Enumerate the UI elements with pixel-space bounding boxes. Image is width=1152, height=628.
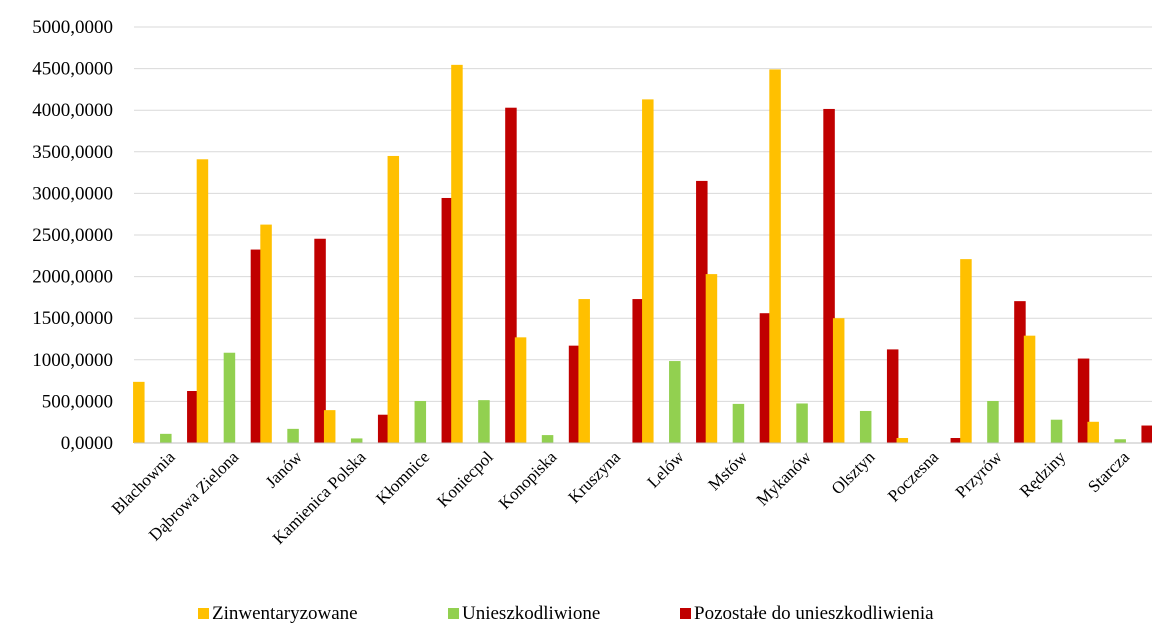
bar-unieszkodliwione (987, 400, 999, 443)
x-tick-label: Starcza (1084, 447, 1133, 496)
bar-zinwentaryzowane (196, 159, 209, 443)
bar-zinwentaryzowane (769, 69, 781, 443)
bar-pozostale (886, 349, 899, 443)
x-tick-label: Mykanów (753, 447, 816, 510)
bar-unieszkodliwione (732, 403, 745, 443)
legend: Zinwentaryzowane Unieszkodliwione Pozostał… (198, 603, 934, 624)
bar-pozostale (696, 180, 708, 444)
bar-zinwentaryzowane (960, 259, 972, 443)
y-tick-label: 0,0000 (61, 433, 113, 454)
bar-zinwentaryzowane (1023, 335, 1036, 443)
x-tick-label: Janów (262, 447, 307, 492)
y-tick-label: 500,0000 (42, 391, 113, 412)
y-tick-label: 5000,0000 (32, 17, 113, 38)
bar-pozostale (1014, 301, 1026, 443)
bar-pozostale (250, 249, 263, 443)
x-tick-label: Rędziny (1016, 447, 1070, 501)
bar-zinwentaryzowane (323, 410, 336, 443)
bar-zinwentaryzowane (832, 318, 845, 443)
y-tick-label: 3500,0000 (32, 142, 113, 163)
bar-pozostale (632, 299, 644, 443)
bar-zinwentaryzowane (387, 155, 400, 443)
bar-zinwentaryzowane (260, 224, 272, 443)
bar-pozostale (1141, 425, 1152, 443)
x-tick-label: Mstów (704, 447, 751, 494)
y-tick-label: 2000,0000 (32, 267, 113, 288)
y-tick-label: 4000,0000 (32, 100, 113, 121)
bar-unieszkodliwione (287, 428, 299, 443)
bar-zinwentaryzowane (1087, 421, 1099, 443)
bar-unieszkodliwione (1050, 419, 1063, 443)
bar-zinwentaryzowane (705, 274, 718, 443)
x-tick-label: Przyrów (952, 447, 1007, 502)
y-axis-ticks: 0,0000 500,0000 1000,0000 1500,0000 2000,000… (32, 17, 113, 454)
x-tick-label: Koniecpol (433, 447, 497, 511)
bar-zinwentaryzowane (451, 64, 463, 443)
bar-unieszkodliwione (160, 433, 172, 443)
bar-pozostale (823, 108, 835, 444)
bar-unieszkodliwione (478, 400, 490, 443)
x-tick-label: Kłomnice (372, 447, 433, 508)
legend-item: Unieszkodliwione (448, 603, 600, 624)
bar-pozostale (187, 391, 199, 443)
y-tick-label: 1500,0000 (32, 308, 113, 329)
bar-unieszkodliwione (1114, 439, 1126, 443)
legend-label: Pozostałe do unieszkodliwienia (694, 603, 934, 624)
bar-unieszkodliwione (796, 403, 808, 443)
bar-pozostale (759, 313, 772, 443)
bar-pozostale (1077, 358, 1090, 443)
bar-pozostale (505, 107, 517, 443)
bar-pozostale (568, 345, 581, 443)
legend-item: Pozostałe do unieszkodliwienia (680, 603, 934, 624)
bar-zinwentaryzowane (896, 438, 909, 443)
bar-unieszkodliwione (350, 438, 363, 443)
x-tick-label: Lelów (643, 447, 688, 492)
legend-swatch (680, 608, 691, 619)
legend-label: Unieszkodliwione (462, 603, 600, 624)
bar-unieszkodliwione (223, 352, 236, 443)
bar-pozostale (377, 414, 390, 443)
legend-swatch (448, 608, 459, 619)
bar-pozostale (441, 197, 454, 443)
y-tick-label: 3000,0000 (32, 183, 113, 204)
legend-item: Zinwentaryzowane (198, 603, 358, 624)
x-tick-label: Poczesna (884, 447, 942, 505)
bars (133, 64, 1152, 444)
bar-unieszkodliwione (414, 400, 427, 443)
x-tick-label: Olsztyn (828, 447, 879, 498)
y-tick-label: 2500,0000 (32, 225, 113, 246)
y-tick-label: 4500,0000 (32, 59, 113, 80)
bar-zinwentaryzowane (514, 337, 527, 443)
bar-zinwentaryzowane (642, 99, 654, 443)
x-tick-label: Kruszyna (565, 447, 625, 507)
x-tick-label: Konopiska (495, 447, 561, 513)
bar-zinwentaryzowane (133, 381, 145, 443)
bar-unieszkodliwione (669, 361, 681, 443)
bar-pozostale (314, 238, 326, 443)
bar-zinwentaryzowane (578, 299, 590, 443)
legend-swatch (198, 608, 209, 619)
bar-pozostale (950, 438, 963, 443)
bar-unieszkodliwione (859, 410, 872, 443)
y-tick-label: 1000,0000 (32, 350, 113, 371)
legend-label: Zinwentaryzowane (212, 603, 358, 624)
bar-unieszkodliwione (541, 435, 554, 443)
